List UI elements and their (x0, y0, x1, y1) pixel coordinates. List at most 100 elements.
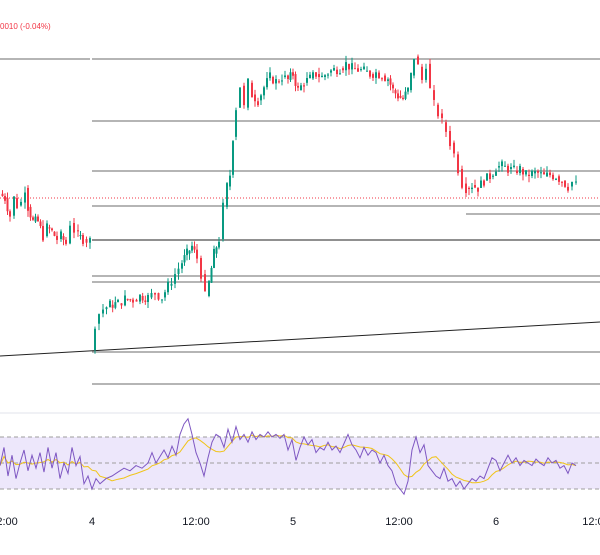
candle-body (105, 307, 108, 310)
candle-body (312, 72, 314, 79)
trend-line[interactable] (0, 321, 600, 357)
candle-body (157, 293, 160, 300)
candle-body (471, 187, 473, 190)
candle-body (445, 122, 447, 132)
candle-body (486, 173, 488, 181)
candle-body (69, 225, 71, 244)
candle-body (537, 171, 539, 173)
candle-body (257, 101, 259, 106)
candle-body (489, 173, 491, 180)
candle-body (126, 298, 129, 300)
candle-body (369, 70, 371, 77)
candle-body (188, 250, 191, 254)
x-axis: 12:00 4 12:00 5 12:00 6 12:00 (0, 516, 600, 528)
candle-body (6, 198, 9, 212)
candle-body (269, 72, 271, 79)
candle-body (465, 183, 467, 194)
candle-body (263, 87, 265, 96)
candle-body (528, 174, 530, 176)
candle-body (278, 81, 280, 83)
candle-body (561, 181, 563, 183)
candle-body (218, 241, 220, 248)
candle-body (120, 303, 123, 306)
candle-body (339, 73, 341, 75)
candle-body (251, 82, 253, 98)
candle-body (318, 74, 320, 78)
candle-body (407, 87, 409, 92)
candle-body (421, 66, 423, 80)
candle-body (324, 75, 326, 77)
candle-body (504, 165, 506, 167)
price-change-text: 0010 (-0.04%) (0, 22, 51, 31)
candle-body (333, 68, 335, 71)
candle-body (303, 85, 305, 87)
candle-body (384, 75, 386, 81)
candle-body (564, 180, 566, 187)
candle-body (306, 78, 308, 83)
candle-body (210, 267, 213, 283)
candle-body (13, 196, 15, 216)
candle-body (79, 235, 82, 237)
candle-body (510, 167, 512, 169)
candle-body (4, 196, 6, 201)
candle-body (132, 299, 134, 303)
candle-body (571, 181, 573, 187)
candle-body (543, 172, 545, 175)
candle-body (161, 299, 163, 301)
candle-body (387, 79, 389, 81)
candle-body (483, 180, 485, 186)
candle-body (135, 299, 138, 302)
candle-body (141, 295, 144, 301)
candle-body (37, 216, 39, 222)
candle-body (402, 97, 404, 99)
candle-body (183, 255, 186, 263)
candle-body (254, 94, 256, 102)
candle-body (213, 248, 215, 268)
candle-body (342, 68, 344, 71)
candle-body (281, 80, 283, 82)
candle-body (24, 192, 26, 203)
candle-body (357, 68, 359, 72)
candle-body (16, 198, 18, 209)
candle-body (492, 175, 494, 177)
candle-body (495, 171, 497, 176)
candle-body (239, 87, 241, 108)
candle-body (34, 216, 37, 222)
candle-body (170, 283, 173, 286)
candle-body (363, 66, 365, 70)
candle-body (235, 110, 237, 137)
candle-body (321, 75, 323, 78)
candle-body (186, 248, 188, 256)
candle-body (32, 217, 34, 220)
candle-body (575, 181, 577, 183)
candle-body (177, 268, 180, 275)
candle-body (102, 309, 104, 314)
candle-body (89, 238, 91, 243)
candle-body (272, 76, 274, 84)
candle-body (51, 228, 53, 231)
candle-body (73, 222, 75, 233)
candle-body (111, 304, 114, 308)
candle-body (468, 187, 470, 190)
candle-body (46, 223, 48, 237)
x-tick-label: 5 (290, 516, 296, 528)
candle-body (294, 74, 297, 86)
candle-body (150, 293, 153, 298)
candle-body (191, 245, 193, 251)
candle-body (437, 104, 439, 117)
candle-body (429, 63, 431, 89)
candle-body (531, 170, 533, 176)
candle-body (287, 75, 289, 80)
candle-body (62, 236, 65, 240)
candle-body (457, 154, 459, 174)
candle-body (410, 72, 412, 91)
candle-body (117, 299, 119, 303)
candle-body (540, 172, 542, 174)
candle-body (366, 70, 368, 72)
x-tick-label: 12:00 (0, 516, 18, 528)
candle-body (196, 249, 198, 259)
candle-body (9, 211, 11, 217)
candle-body (417, 56, 419, 65)
candle-body (1, 193, 4, 197)
